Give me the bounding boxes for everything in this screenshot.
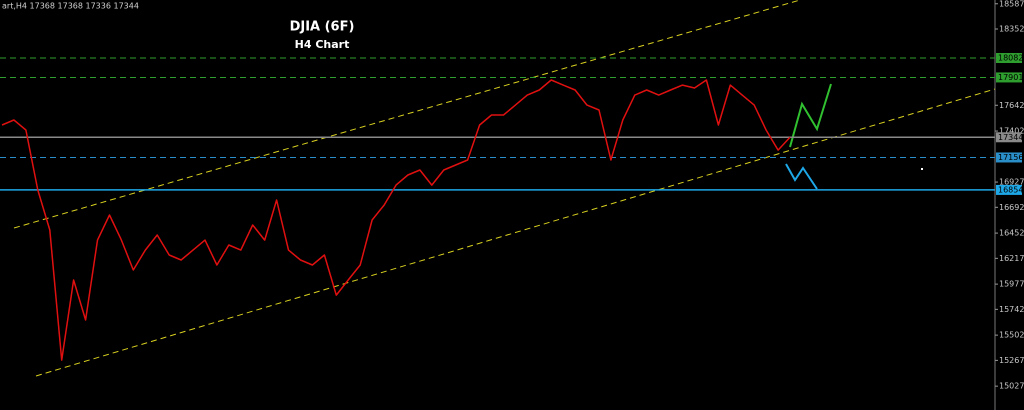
y-tick-label: 18352 xyxy=(999,25,1024,34)
level-label-box xyxy=(996,152,1022,163)
y-tick-label: 15027 xyxy=(999,382,1024,391)
level-label-box xyxy=(996,53,1022,64)
y-tick-label: 16927 xyxy=(999,178,1024,187)
channel-upper xyxy=(13,0,801,229)
y-tick-label: 16217 xyxy=(999,254,1024,263)
marker xyxy=(921,168,923,170)
forecast-down xyxy=(785,163,818,190)
chart-title: DJIA (6F) xyxy=(290,20,355,35)
level-label-box xyxy=(996,72,1022,83)
price-line xyxy=(1,79,791,361)
level-label: 18082 xyxy=(998,54,1023,63)
level-label: 17344 xyxy=(998,133,1023,142)
level-label: 16854 xyxy=(998,185,1023,194)
y-tick-label: 16692 xyxy=(999,203,1024,212)
y-tick-label: 15502 xyxy=(999,331,1024,340)
level-label-box xyxy=(996,184,1022,195)
y-tick-label: 18587 xyxy=(999,0,1024,8)
forecast-up xyxy=(789,83,832,148)
level-label: 17156 xyxy=(998,153,1023,162)
y-tick-label: 15267 xyxy=(999,356,1024,365)
y-tick-label: 15742 xyxy=(999,305,1024,314)
y-tick-label: 17402 xyxy=(999,127,1024,136)
level-label: 17901 xyxy=(998,73,1023,82)
chart-subtitle: H4 Chart xyxy=(295,38,350,51)
y-tick-label: 17642 xyxy=(999,101,1024,110)
y-tick-label: 16452 xyxy=(999,229,1024,238)
header: art,H4 17368 17368 17336 17344 xyxy=(2,2,139,11)
y-tick-label: 15977 xyxy=(999,280,1024,289)
level-label-box xyxy=(996,132,1022,143)
